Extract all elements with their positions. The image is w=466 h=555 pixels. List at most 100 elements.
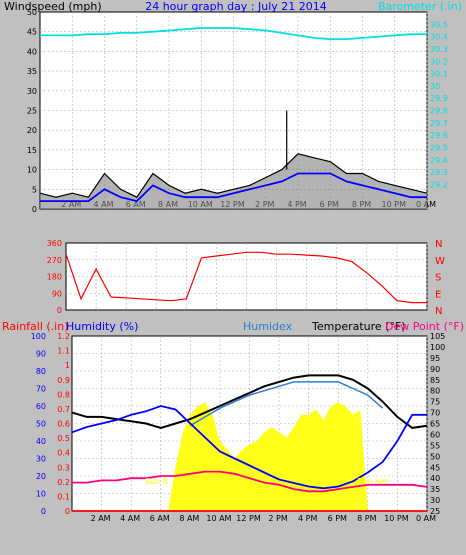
barometer-y-tick: 29.9 <box>430 94 448 103</box>
compass-label: E <box>435 289 441 300</box>
humidity-y-tick: 30 <box>36 455 46 464</box>
barometer-y-tick: 30 <box>430 82 440 91</box>
barometer-y-tick: 29.8 <box>430 107 448 116</box>
barometer-y-tick: 29.7 <box>430 119 448 128</box>
humidity-axis-label: Humidity (%) <box>66 320 138 333</box>
temperature-line <box>71 374 428 429</box>
barometer-y-tick: 30.5 <box>430 20 448 29</box>
graph-title: 24 hour graph day : July 21 2014 <box>145 0 327 13</box>
rainfall-axis-label: Rainfall (.in) <box>2 320 69 333</box>
temperature-series <box>71 374 428 512</box>
wind-y-tick: 40 <box>27 47 37 56</box>
solar-series <box>168 402 368 511</box>
humidity-y-tick: 50 <box>36 420 46 429</box>
rain-y-tick: 0.1 <box>57 492 70 501</box>
temperature-y-tick: 45 <box>430 463 440 472</box>
temperature-axis-label: Temperature (°F) <box>311 320 406 333</box>
barometer-y-tick: 29.4 <box>430 156 448 165</box>
barometer-y-ticks: 29.2 29.3 29.4 29.5 29.6 29.7 29.8 29.9 30 30.1 30… <box>430 20 448 189</box>
temperature-y-tick: 90 <box>430 365 440 374</box>
barometer-y-tick: 30.3 <box>430 45 448 54</box>
direction-y-tick: 90 <box>52 289 62 298</box>
direction-y-tick: 180 <box>47 273 62 282</box>
temperature-y-tick: 75 <box>430 398 440 407</box>
wind-y-tick: 30 <box>27 87 37 96</box>
rain-y-tick: 0.8 <box>57 390 70 399</box>
temperature-y-tick: 105 <box>430 332 445 341</box>
barometer-y-tick: 29.2 <box>430 180 448 189</box>
rain-y-tick: 0.9 <box>57 376 70 385</box>
rain-y-tick: 0.2 <box>57 478 70 487</box>
direction-y-tick: 270 <box>47 256 62 265</box>
temperature-y-tick: 25 <box>430 507 440 516</box>
direction-series <box>65 251 427 304</box>
x-tick-label: 4 PM <box>298 514 317 523</box>
humidity-y-tick: 100 <box>31 332 46 341</box>
x-tick-label: 12 PM <box>236 514 261 523</box>
wind-y-tick: 35 <box>27 67 37 76</box>
temperature-y-tick: 85 <box>430 376 440 385</box>
rain-y-tick: 0.4 <box>57 449 70 458</box>
x-tick-label: 6 PM <box>328 514 347 523</box>
direction-y-tick: 0 <box>57 306 62 315</box>
dewpoint-axis-label: Dew Point (°F) <box>385 320 464 333</box>
x-tick-label: 4 AM <box>120 514 140 523</box>
barometer-y-tick: 29.5 <box>430 143 448 152</box>
wind-axis-label: Windspeed (mph) <box>4 0 102 13</box>
x-tick-label: 10 PM <box>384 514 409 523</box>
humidity-line <box>71 405 427 490</box>
rain-y-tick: 0.6 <box>57 420 70 429</box>
wind-y-tick: 25 <box>27 107 37 116</box>
humidity-y-tick: 0 <box>41 507 46 516</box>
rain-y-tick: 0 <box>65 507 70 516</box>
wind-y-tick: 5 <box>32 185 37 194</box>
temperature-x-ticks: 2 AM 4 AM 6 AM 8 AM 10 AM 12 PM 2 PM 4 PM 6 PM 8 … <box>91 514 437 523</box>
barometer-y-tick: 30.4 <box>430 33 448 42</box>
x-tick-label: 2 PM <box>268 514 287 523</box>
wind-y-tick: 15 <box>27 146 37 155</box>
temperature-y-tick: 95 <box>430 354 440 363</box>
sunset-label: Sun Set <box>357 477 388 486</box>
rain-y-tick: 0.5 <box>57 434 70 443</box>
dew-point-line <box>72 470 428 493</box>
temperature-y-tick: 30 <box>430 496 440 505</box>
wind-gust-area <box>40 153 427 209</box>
temperature-panel: Rainfall (.in) Humidity (%) Humidex Temp… <box>2 320 464 523</box>
temperature-y-tick: 80 <box>430 387 440 396</box>
solar-radiation-area <box>168 402 368 511</box>
temperature-y-tick: 50 <box>430 452 440 461</box>
rain-y-tick: 0.7 <box>57 405 70 414</box>
wind-y-ticks: 0 5 10 15 20 25 30 35 40 45 50 <box>27 8 37 214</box>
humidity-y-tick: 80 <box>36 367 46 376</box>
rain-y-ticks: 0 0.1 0.2 0.3 0.4 0.5 0.6 0.7 0.8 0.9 1 1.1 1.2 <box>57 332 70 516</box>
barometer-line <box>40 27 427 40</box>
compass-label: N <box>435 306 442 317</box>
x-tick-label: 6 AM <box>150 514 170 523</box>
wind-y-tick: 20 <box>27 126 37 135</box>
temperature-y-tick: 65 <box>430 420 440 429</box>
wind-direction-line <box>65 251 427 304</box>
barometer-y-tick: 29.6 <box>430 131 448 140</box>
temperature-y-tick: 60 <box>430 430 440 439</box>
x-tick-label: 0 AM <box>416 514 436 523</box>
barometer-y-tick: 30.1 <box>430 70 448 79</box>
wind-series <box>39 27 428 209</box>
temperature-y-tick: 100 <box>430 343 445 352</box>
wind-gust-line <box>39 153 428 198</box>
barometer-y-tick: 29.3 <box>430 168 448 177</box>
compass-label: S <box>435 273 441 284</box>
humidity-y-ticks: 0 10 20 30 40 50 60 70 80 90 100 <box>31 332 46 516</box>
humidity-y-tick: 20 <box>36 472 46 481</box>
rain-y-tick: 0.3 <box>57 463 70 472</box>
wind-y-tick: 45 <box>27 28 37 37</box>
wind-panel: 24 hour graph day : July 21 2014 Windspe… <box>4 0 462 214</box>
humidity-y-tick: 40 <box>36 437 46 446</box>
rain-y-tick: 1.1 <box>57 347 70 356</box>
sunrise-label: Sun R <box>145 477 169 486</box>
x-tick-label: 2 AM <box>91 514 111 523</box>
temperature-y-tick: 40 <box>430 474 440 483</box>
